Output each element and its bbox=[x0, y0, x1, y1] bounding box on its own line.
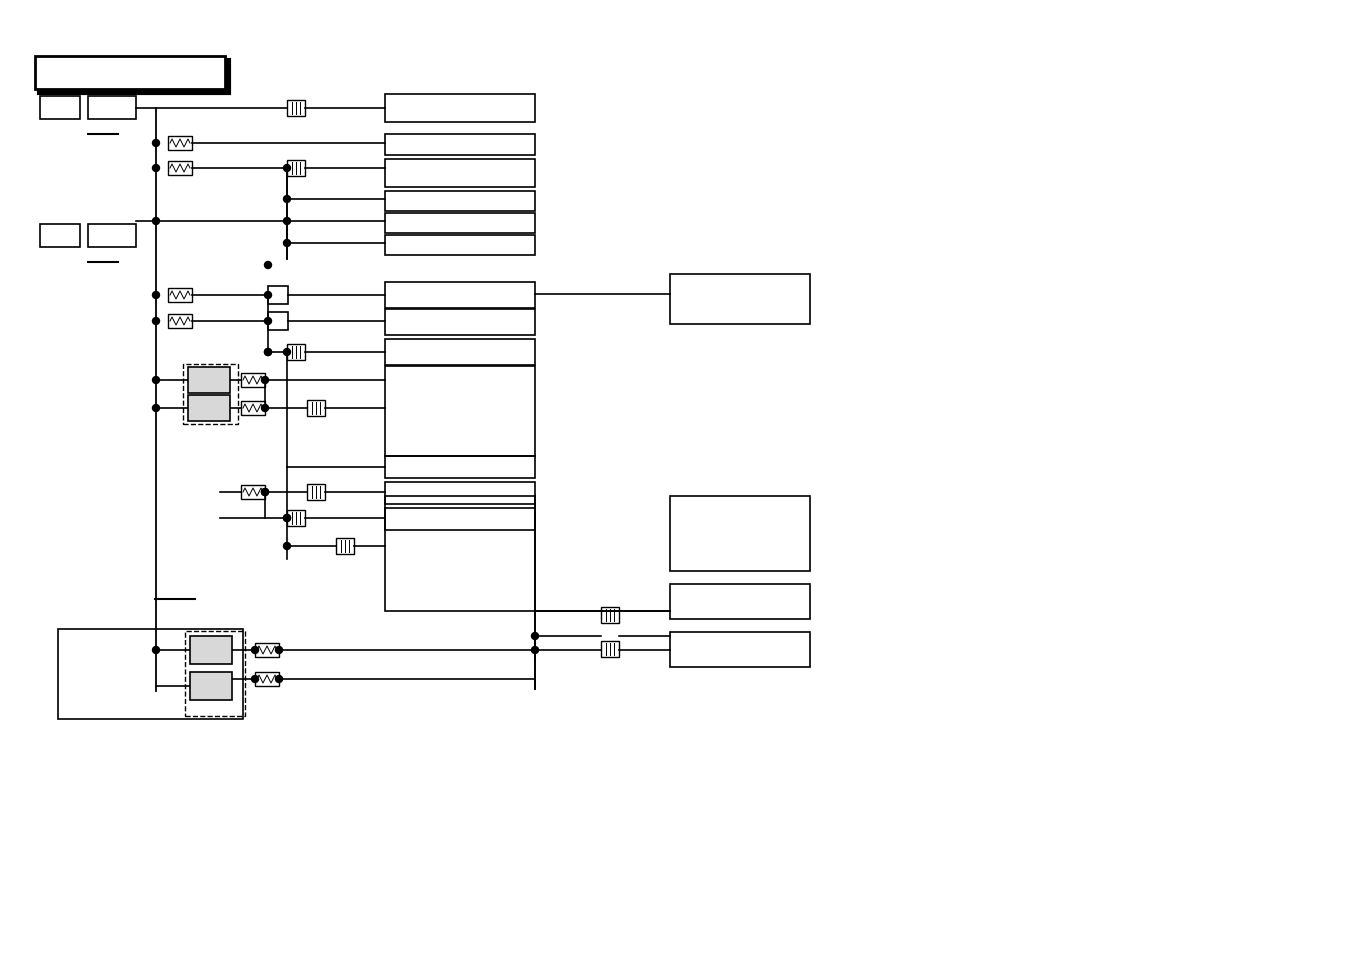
Bar bbox=[240, 374, 265, 388]
Bar bbox=[385, 283, 535, 309]
Circle shape bbox=[265, 318, 272, 325]
Bar bbox=[190, 637, 232, 664]
Bar bbox=[385, 160, 535, 188]
Bar bbox=[88, 225, 136, 248]
Circle shape bbox=[284, 543, 290, 550]
Bar bbox=[182, 365, 238, 424]
Circle shape bbox=[284, 218, 290, 225]
Bar bbox=[670, 497, 811, 572]
Bar bbox=[286, 161, 305, 177]
Circle shape bbox=[153, 165, 159, 172]
Circle shape bbox=[265, 349, 272, 356]
Circle shape bbox=[153, 140, 159, 148]
Bar bbox=[385, 482, 535, 504]
Circle shape bbox=[153, 377, 159, 384]
Circle shape bbox=[153, 293, 159, 299]
Bar bbox=[168, 137, 192, 151]
Bar bbox=[185, 631, 245, 717]
Circle shape bbox=[284, 349, 290, 356]
Circle shape bbox=[153, 405, 159, 412]
Circle shape bbox=[284, 515, 290, 522]
Bar bbox=[385, 367, 535, 456]
Bar bbox=[188, 368, 230, 394]
Circle shape bbox=[531, 633, 539, 639]
Bar bbox=[168, 314, 192, 329]
Bar bbox=[307, 484, 326, 500]
Bar bbox=[286, 511, 305, 526]
Circle shape bbox=[276, 676, 282, 682]
Bar bbox=[267, 313, 288, 331]
Circle shape bbox=[531, 647, 539, 654]
Circle shape bbox=[262, 489, 269, 496]
Bar bbox=[168, 162, 192, 175]
Circle shape bbox=[284, 165, 290, 172]
Circle shape bbox=[265, 349, 272, 356]
Bar bbox=[385, 135, 535, 156]
Bar bbox=[240, 401, 265, 416]
Bar bbox=[670, 584, 811, 619]
Circle shape bbox=[153, 218, 159, 225]
Bar bbox=[188, 395, 230, 421]
Bar bbox=[385, 192, 535, 212]
Circle shape bbox=[265, 262, 272, 269]
Circle shape bbox=[153, 647, 159, 654]
Bar bbox=[601, 641, 619, 658]
Bar bbox=[190, 672, 232, 700]
Bar bbox=[670, 274, 811, 325]
Bar bbox=[385, 339, 535, 366]
Bar bbox=[385, 497, 535, 612]
Circle shape bbox=[284, 196, 290, 203]
Bar bbox=[385, 235, 535, 255]
Bar bbox=[286, 101, 305, 117]
Circle shape bbox=[262, 489, 269, 496]
Circle shape bbox=[276, 647, 282, 654]
Bar bbox=[385, 310, 535, 335]
Circle shape bbox=[262, 377, 269, 384]
Circle shape bbox=[251, 647, 258, 654]
Bar bbox=[255, 672, 280, 686]
Bar bbox=[267, 287, 288, 305]
Bar bbox=[307, 400, 326, 416]
Bar bbox=[601, 607, 619, 623]
Bar bbox=[58, 629, 243, 720]
Bar bbox=[168, 289, 192, 303]
Bar bbox=[336, 538, 354, 555]
Bar bbox=[240, 485, 265, 499]
Bar bbox=[385, 95, 535, 123]
Circle shape bbox=[153, 318, 159, 325]
Circle shape bbox=[284, 240, 290, 247]
Bar bbox=[41, 225, 80, 248]
Bar bbox=[286, 345, 305, 360]
Circle shape bbox=[251, 676, 258, 682]
Circle shape bbox=[284, 515, 290, 522]
Bar bbox=[41, 97, 80, 120]
Bar bbox=[385, 509, 535, 531]
Bar bbox=[385, 213, 535, 233]
Circle shape bbox=[265, 293, 272, 299]
Bar bbox=[670, 633, 811, 667]
Bar bbox=[35, 57, 226, 90]
Circle shape bbox=[262, 405, 269, 412]
Bar bbox=[255, 643, 280, 658]
Bar bbox=[385, 456, 535, 478]
Bar bbox=[88, 97, 136, 120]
Bar bbox=[39, 61, 230, 94]
